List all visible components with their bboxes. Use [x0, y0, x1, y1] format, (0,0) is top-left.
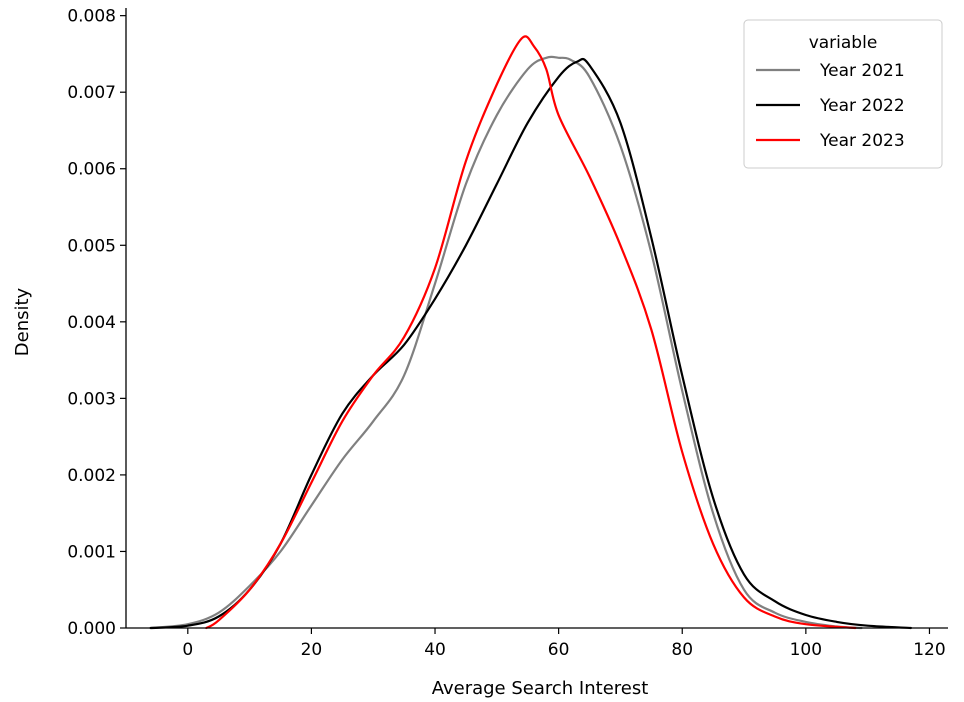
x-tick-label: 40	[424, 640, 446, 660]
y-tick-label: 0.001	[67, 542, 116, 562]
legend-label: Year 2021	[819, 61, 905, 81]
y-tick-label: 0.005	[67, 236, 116, 256]
y-tick-label: 0.000	[67, 619, 116, 639]
series-line-year-2022	[149, 57, 912, 630]
y-tick-label: 0.006	[67, 160, 116, 180]
x-tick-label: 120	[913, 640, 945, 660]
x-tick-label: 20	[301, 640, 323, 660]
x-ticks: 0 20 40 60 80 100 120	[182, 628, 946, 660]
legend-entries: Year 2021 Year 2022 Year 2023	[756, 61, 905, 151]
y-tick-label: 0.008	[67, 7, 116, 27]
series-line-year-2023	[205, 35, 857, 630]
y-tick-label: 0.004	[67, 313, 116, 333]
axes: 0 20 40 60 80 100 120 0.0000.0010.0020.0030.00…	[67, 7, 948, 660]
plot-lines	[149, 35, 912, 630]
x-axis-label: Average Search Interest	[432, 678, 649, 699]
x-tick-label: 80	[671, 640, 693, 660]
x-tick-label: 100	[790, 640, 822, 660]
y-tick-label: 0.003	[67, 389, 116, 409]
legend-frame	[743, 19, 943, 169]
y-tick-label: 0.002	[67, 466, 116, 486]
y-ticks: 0.000 0.001 0.002 0.003 0.004 0.005 0.006 0.007…	[67, 7, 126, 639]
x-tick-label: 0	[182, 640, 193, 660]
y-tick-label: 0.007	[67, 83, 116, 103]
y-axis-label: Density	[12, 287, 33, 356]
legend-title: variable	[809, 33, 878, 53]
legend-label: Year 2022	[819, 96, 905, 116]
legend: variable Year 2021 Year 2022 Year 2023	[743, 19, 943, 169]
series-line-year-2021	[149, 55, 863, 630]
legend-label: Year 2023	[819, 131, 905, 151]
x-tick-label: 60	[548, 640, 570, 660]
